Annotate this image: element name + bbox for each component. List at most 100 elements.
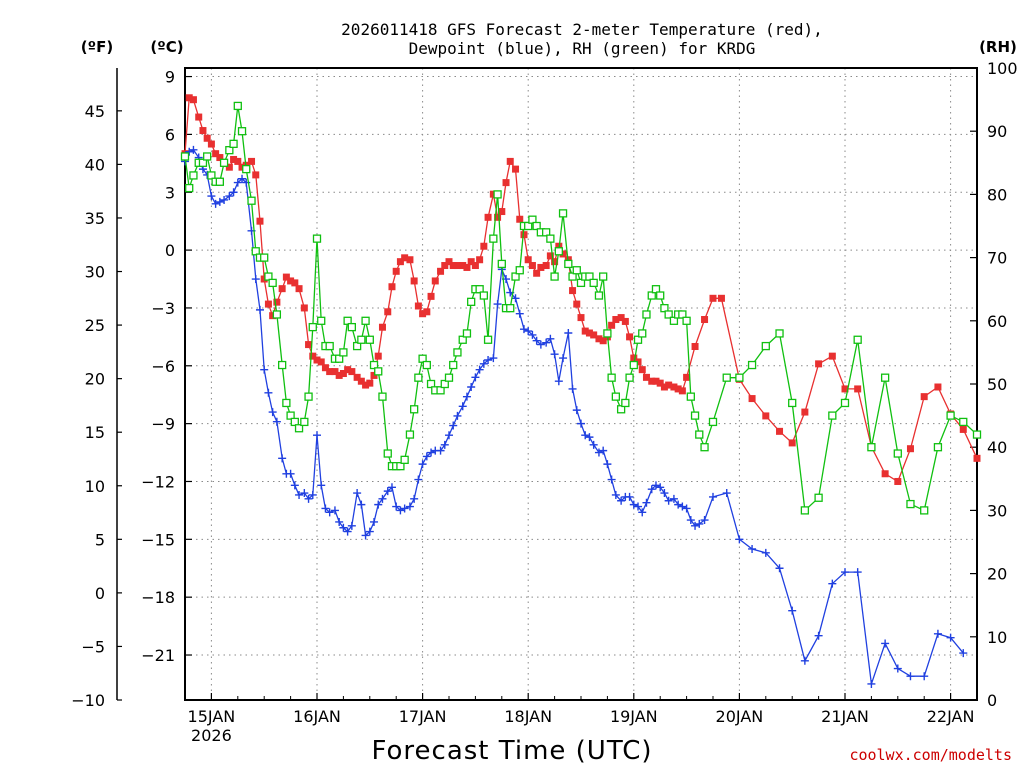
rh-point <box>853 335 862 344</box>
temperature-point <box>691 343 699 351</box>
rh-point <box>396 462 405 471</box>
dewpoint-point <box>867 679 876 688</box>
fahrenheit-tick-label: −5 <box>81 637 105 656</box>
dewpoint-point <box>594 448 603 457</box>
fahrenheit-tick-label: 30 <box>85 263 105 282</box>
rh-point <box>880 373 890 382</box>
dewpoint-point <box>308 490 317 499</box>
dewpoint-point <box>617 496 626 505</box>
rh-point <box>374 367 383 376</box>
rh-point <box>233 101 242 111</box>
temperature-point <box>291 279 299 287</box>
temperature-point <box>585 329 593 337</box>
temperature-point <box>542 262 550 270</box>
celsius-tick-label: 9 <box>165 68 175 87</box>
rh-point <box>414 373 423 382</box>
rh-tick-label: 90 <box>987 122 1007 141</box>
rh-point <box>651 285 661 294</box>
dewpoint-point <box>347 521 356 530</box>
temperature-point <box>410 277 418 285</box>
fahrenheit-tick-label: 20 <box>85 370 105 389</box>
dewpoint-point <box>475 365 484 374</box>
dewpoint-point <box>933 629 942 638</box>
rh-point <box>203 152 212 161</box>
dewpoint-point <box>788 606 797 615</box>
dewpoint-point <box>559 354 568 363</box>
temperature-point <box>546 252 554 260</box>
rh-point <box>268 278 277 288</box>
temperature-point <box>384 308 392 316</box>
dewpoint-point <box>647 485 656 494</box>
celsius-tick-label: −6 <box>151 357 175 376</box>
rh-point <box>339 348 348 357</box>
rh-point <box>511 272 520 281</box>
dewpoint-point <box>471 373 480 382</box>
rh-point <box>493 190 502 199</box>
rh-point <box>700 443 709 452</box>
fahrenheit-tick-label: 25 <box>85 316 105 335</box>
x-axis-label: Forecast Time (UTC) <box>371 736 652 766</box>
dewpoint-point <box>422 452 431 461</box>
x-tick-label: 21JAN <box>821 707 869 726</box>
rh-point <box>369 360 379 370</box>
dewpoint-point <box>682 504 691 513</box>
dewpoint-point <box>255 305 264 314</box>
dewpoint-point <box>814 631 823 640</box>
temperature-point <box>300 304 308 312</box>
rh-point <box>589 278 598 288</box>
temperature-point <box>656 379 664 387</box>
temperature-point <box>595 335 603 343</box>
dewpoint-point <box>392 502 401 511</box>
temperature-point <box>512 165 520 173</box>
rh-point <box>278 360 287 370</box>
dewpoint-point <box>638 508 647 517</box>
temperature-point <box>370 371 378 379</box>
dewpoint-point <box>365 527 374 536</box>
temperature-point <box>621 317 629 325</box>
celsius-unit-label: (ºC) <box>150 38 183 56</box>
credit-link[interactable]: coolwx.com/modelts <box>849 746 1012 764</box>
dewpoint-point <box>383 487 392 496</box>
dewpoint-point <box>229 188 238 197</box>
dewpoint-point <box>532 336 541 345</box>
rh-point <box>317 316 326 325</box>
temperature-point <box>665 381 673 389</box>
rh-tick-label: 100 <box>987 59 1018 78</box>
dewpoint-point <box>748 544 757 553</box>
temperature-point <box>581 327 589 335</box>
dewpoint-line <box>184 148 964 685</box>
temperature-point <box>287 277 295 285</box>
rh-tick-label: 40 <box>987 438 1007 457</box>
rh-point <box>294 424 304 433</box>
rh-point <box>585 272 594 281</box>
rh-point <box>669 316 679 325</box>
temperature-point <box>445 258 453 266</box>
rh-point <box>215 177 224 186</box>
rh-point <box>436 386 445 395</box>
rh-tick-label: 60 <box>987 312 1007 331</box>
temperature-point <box>282 273 290 281</box>
rh-point <box>365 335 374 344</box>
rh-point <box>343 316 352 325</box>
dewpoint-point <box>300 489 309 498</box>
rh-point <box>418 354 427 363</box>
dewpoint-point <box>484 356 493 365</box>
temperature-point <box>414 302 422 310</box>
temperature-point <box>776 427 784 435</box>
dewpoint-point <box>238 174 247 183</box>
dewpoint-point <box>374 500 383 509</box>
rh-point <box>814 493 823 502</box>
rh-point <box>532 221 541 231</box>
temperature-point <box>678 387 686 395</box>
dewpoint-point <box>735 535 744 544</box>
rh-point <box>282 398 291 408</box>
temperature-point <box>617 314 625 322</box>
rh-point <box>761 341 770 351</box>
temperature-point <box>374 352 382 360</box>
temperature-point <box>295 285 303 293</box>
dewpoint-point <box>642 498 651 507</box>
dewpoint-point <box>524 327 533 336</box>
celsius-tick-label: 0 <box>165 241 175 260</box>
dewpoint-point <box>211 199 220 208</box>
temperature-point <box>459 262 467 270</box>
